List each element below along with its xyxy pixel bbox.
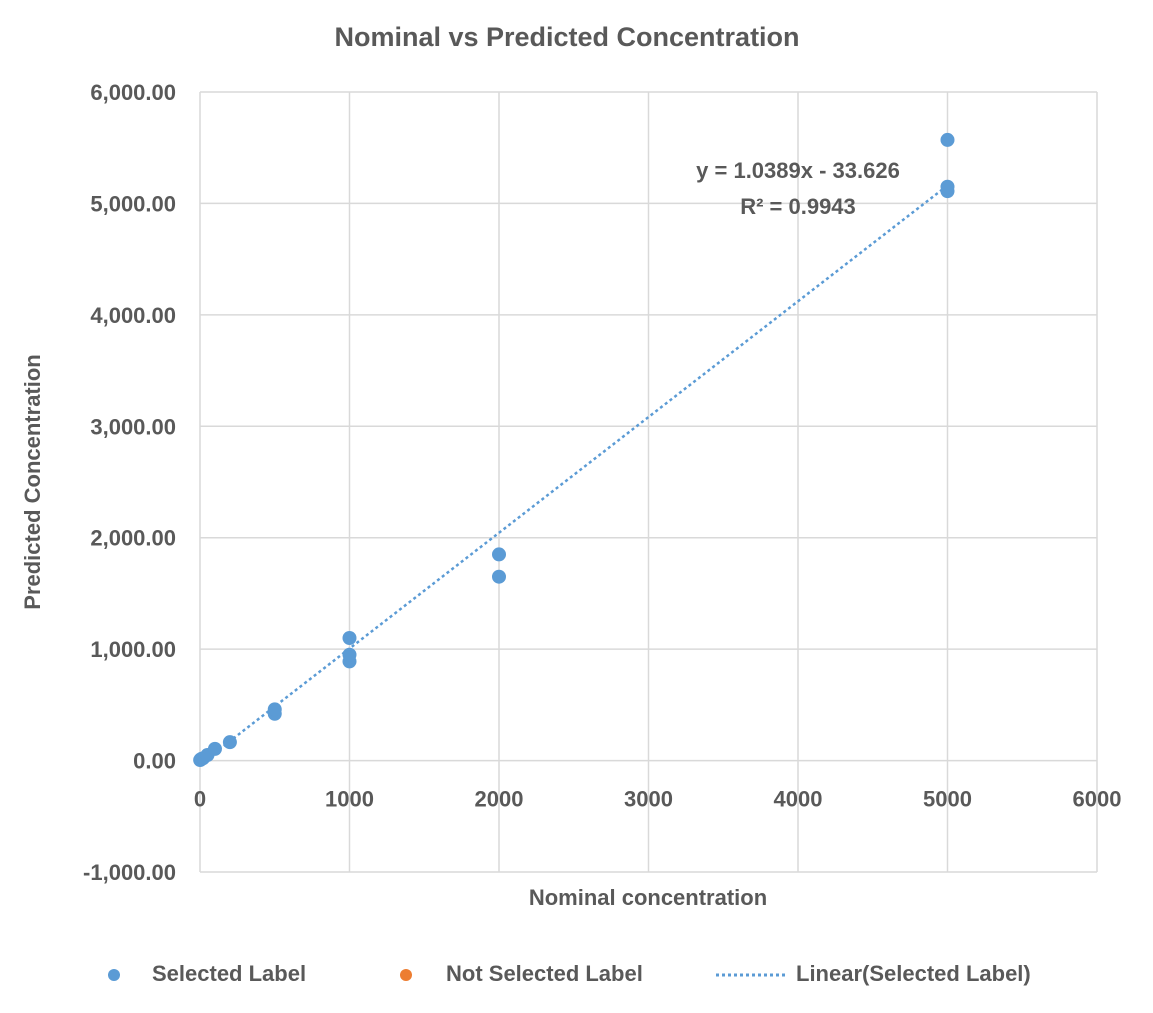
y-tick-label: 6,000.00	[90, 80, 176, 105]
y-tick-label: -1,000.00	[83, 860, 176, 885]
y-tick-label: 2,000.00	[90, 526, 176, 551]
trendline-layer	[199, 184, 949, 766]
data-point	[492, 547, 506, 562]
data-point	[267, 702, 282, 717]
gridlines	[199, 91, 1098, 873]
legend-marker-selected	[108, 969, 120, 981]
y-tick-label: 5,000.00	[90, 191, 176, 216]
y-axis-tick-labels: -1,000.00 0.00 1,000.00 2,000.00 3,000.00 4,0…	[83, 80, 176, 885]
x-axis-tick-labels: 0 1000 2000 3000 4000 5000 6000	[194, 787, 1122, 812]
chart-title: Nominal vs Predicted Concentration	[334, 22, 799, 52]
y-tick-label: 3,000.00	[90, 414, 176, 439]
data-point	[207, 741, 222, 756]
x-tick-label: 0	[194, 787, 206, 812]
data-point	[940, 132, 955, 147]
x-axis-label: Nominal concentration	[529, 885, 767, 910]
x-tick-label: 6000	[1073, 787, 1122, 812]
trendline-r-squared: R² = 0.9943	[740, 194, 856, 219]
legend-marker-not-selected	[400, 969, 412, 981]
trendline-equation: y = 1.0389x - 33.626	[696, 158, 900, 183]
data-point	[492, 569, 506, 584]
y-tick-label: 0.00	[133, 749, 176, 774]
data-point	[342, 647, 357, 662]
legend-label-linear: Linear(Selected Label)	[796, 961, 1031, 986]
data-points	[193, 132, 955, 768]
y-tick-label: 1,000.00	[90, 637, 176, 662]
y-axis-label: Predicted Concentration	[20, 354, 45, 609]
x-tick-label: 3000	[624, 787, 673, 812]
x-tick-label: 5000	[923, 787, 972, 812]
trendline	[199, 184, 949, 766]
data-point	[940, 179, 955, 194]
data-point	[222, 735, 237, 750]
data-point	[342, 631, 357, 645]
x-tick-label: 4000	[774, 787, 823, 812]
legend-label-not-selected: Not Selected Label	[446, 961, 643, 986]
legend: Selected Label Not Selected Label Linear…	[108, 961, 1031, 986]
x-tick-label: 2000	[475, 787, 524, 812]
x-tick-label: 1000	[325, 787, 374, 812]
legend-label-selected: Selected Label	[152, 961, 306, 986]
y-tick-label: 4,000.00	[90, 303, 176, 328]
